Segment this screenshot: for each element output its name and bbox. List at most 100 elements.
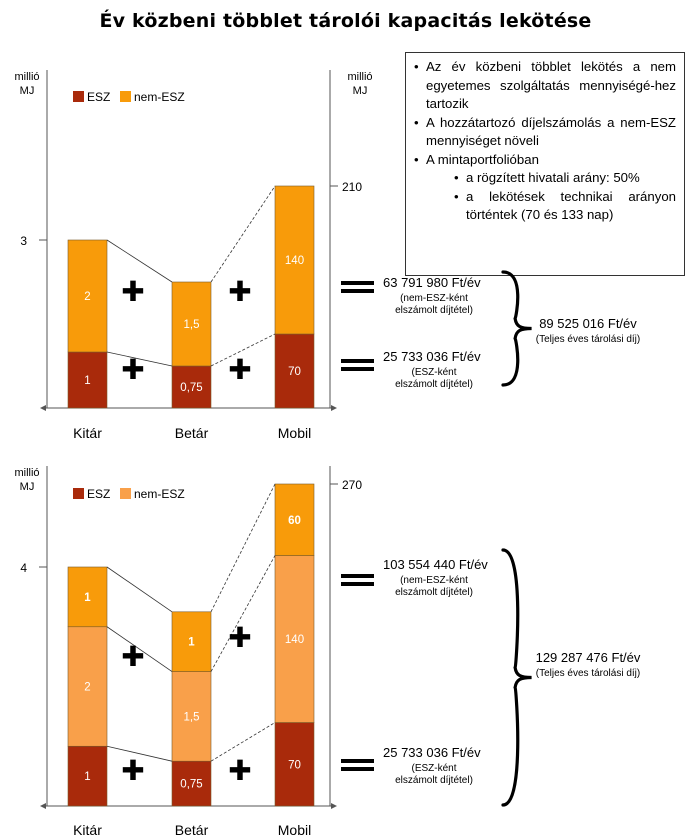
esz-caption: elszámolt díjtétel) bbox=[395, 775, 473, 786]
plus-icon: ✚ bbox=[228, 353, 251, 386]
y-unit-left: MJ bbox=[20, 481, 35, 493]
connector-line bbox=[106, 566, 173, 613]
brace-icon bbox=[501, 548, 532, 807]
bar-segment bbox=[274, 483, 315, 556]
plus-icon: ✚ bbox=[121, 275, 144, 308]
x-axis-arrow-left bbox=[40, 405, 46, 411]
category-label: Betár bbox=[175, 425, 209, 441]
connector-line bbox=[210, 333, 276, 367]
legend-swatch bbox=[120, 488, 131, 499]
brace-icon bbox=[501, 270, 532, 387]
bar-value-label: 70 bbox=[288, 759, 301, 771]
nem-esz-amount: 103 554 440 Ft/év bbox=[383, 557, 488, 572]
plus-icon: ✚ bbox=[121, 754, 144, 787]
bar-value-label: 1,5 bbox=[184, 711, 200, 723]
bar-value-label: 0,75 bbox=[180, 779, 202, 791]
total-caption: (Teljes éves tárolási díj) bbox=[536, 668, 640, 679]
connector-line bbox=[106, 745, 173, 762]
bar-segment bbox=[67, 626, 108, 747]
bar-segment bbox=[67, 351, 108, 409]
connector-line bbox=[210, 483, 276, 612]
nem-esz-caption: (nem-ESZ-ként bbox=[400, 575, 468, 586]
category-label: Kitár bbox=[73, 822, 102, 838]
category-label: Mobil bbox=[278, 425, 311, 441]
plus-icon: ✚ bbox=[228, 275, 251, 308]
left-tick-label: 4 bbox=[20, 561, 27, 575]
connector-line bbox=[210, 555, 276, 672]
bar-segment bbox=[171, 671, 212, 762]
bar-value-label: 1 bbox=[84, 592, 91, 604]
x-axis-arrow-left bbox=[40, 803, 46, 809]
equals-icon bbox=[341, 289, 374, 293]
category-label: Betár bbox=[175, 822, 209, 838]
nem-esz-caption: elszámolt díjtétel) bbox=[395, 587, 473, 598]
legend-swatch bbox=[120, 91, 131, 102]
bar-value-label: 2 bbox=[84, 682, 90, 694]
bar-value-label: 2 bbox=[84, 291, 90, 303]
right-tick-label: 210 bbox=[342, 180, 362, 194]
equals-icon bbox=[341, 359, 374, 363]
notes-box: • Az év közbeni többlet lekötés a nem egy… bbox=[405, 52, 685, 276]
y-unit-left: millió bbox=[14, 467, 39, 479]
plus-icon: ✚ bbox=[228, 754, 251, 787]
esz-caption: (ESZ-ként bbox=[411, 367, 456, 378]
legend-swatch bbox=[73, 91, 84, 102]
left-tick-label: 3 bbox=[20, 234, 27, 248]
esz-amount: 25 733 036 Ft/év bbox=[383, 349, 481, 364]
y-unit-right: millió bbox=[347, 71, 372, 83]
y-unit-left: MJ bbox=[20, 85, 35, 97]
bar-value-label: 140 bbox=[285, 634, 304, 646]
esz-amount: 25 733 036 Ft/év bbox=[383, 745, 481, 760]
connector-line bbox=[106, 351, 173, 367]
nem-esz-amount: 63 791 980 Ft/év bbox=[383, 275, 481, 290]
note-item: • Az év közbeni többlet lekötés a nem egy… bbox=[414, 59, 676, 111]
note-item: • A mintaportfolióban bbox=[414, 151, 539, 167]
total-amount: 89 525 016 Ft/év bbox=[539, 316, 637, 331]
bar-value-label: 140 bbox=[285, 255, 304, 267]
bar-segment bbox=[67, 566, 108, 628]
y-unit-right: MJ bbox=[353, 85, 368, 97]
esz-caption: (ESZ-ként bbox=[411, 763, 456, 774]
x-axis-arrow-right bbox=[331, 405, 337, 411]
y-unit-left: millió bbox=[14, 71, 39, 83]
bar-value-label: 70 bbox=[288, 366, 301, 378]
equals-icon bbox=[341, 367, 374, 371]
total-caption: (Teljes éves tárolási díj) bbox=[536, 334, 640, 345]
bar-value-label: 1 bbox=[84, 771, 90, 783]
connector-line bbox=[210, 185, 276, 283]
equals-icon bbox=[341, 281, 374, 285]
equals-icon bbox=[341, 759, 374, 763]
note-subitem: • a lekötések technikai arányon történtek… bbox=[454, 188, 676, 223]
bar-segment bbox=[171, 365, 212, 409]
equals-icon bbox=[341, 582, 374, 586]
legend-swatch bbox=[73, 488, 84, 499]
legend-entry: ESZ bbox=[87, 90, 110, 104]
connector-line bbox=[106, 239, 173, 283]
plus-icon: ✚ bbox=[121, 640, 144, 673]
bar-segment bbox=[274, 185, 315, 335]
bar-segment bbox=[67, 239, 108, 353]
nem-esz-caption: elszámolt díjtétel) bbox=[395, 305, 473, 316]
bar-segment bbox=[171, 611, 212, 672]
note-item: • A hozzátartozó díjelszámolás a nem-ESZ … bbox=[414, 114, 676, 149]
bar-segment bbox=[274, 722, 315, 807]
x-axis-arrow-right bbox=[331, 803, 337, 809]
bar-segment bbox=[171, 760, 212, 807]
bar-value-label: 1,5 bbox=[184, 319, 200, 331]
category-label: Kitár bbox=[73, 425, 102, 441]
bar-segment bbox=[171, 281, 212, 367]
connector-line bbox=[106, 626, 173, 672]
note-subitem: • a rögzített hivatali arány: 50% bbox=[454, 170, 640, 185]
page-title: Év közbeni többlet tárolói kapacitás lek… bbox=[99, 10, 592, 32]
bar-value-label: 1 bbox=[84, 375, 90, 387]
bar-value-label: 0,75 bbox=[180, 382, 202, 394]
bar-segment bbox=[274, 555, 315, 723]
connector-line bbox=[210, 722, 276, 762]
category-label: Mobil bbox=[278, 822, 311, 838]
nem-esz-caption: (nem-ESZ-ként bbox=[400, 293, 468, 304]
legend-entry: ESZ bbox=[87, 487, 110, 501]
legend-entry: nem-ESZ bbox=[134, 90, 185, 104]
equals-icon bbox=[341, 574, 374, 578]
bar-segment bbox=[67, 745, 108, 807]
